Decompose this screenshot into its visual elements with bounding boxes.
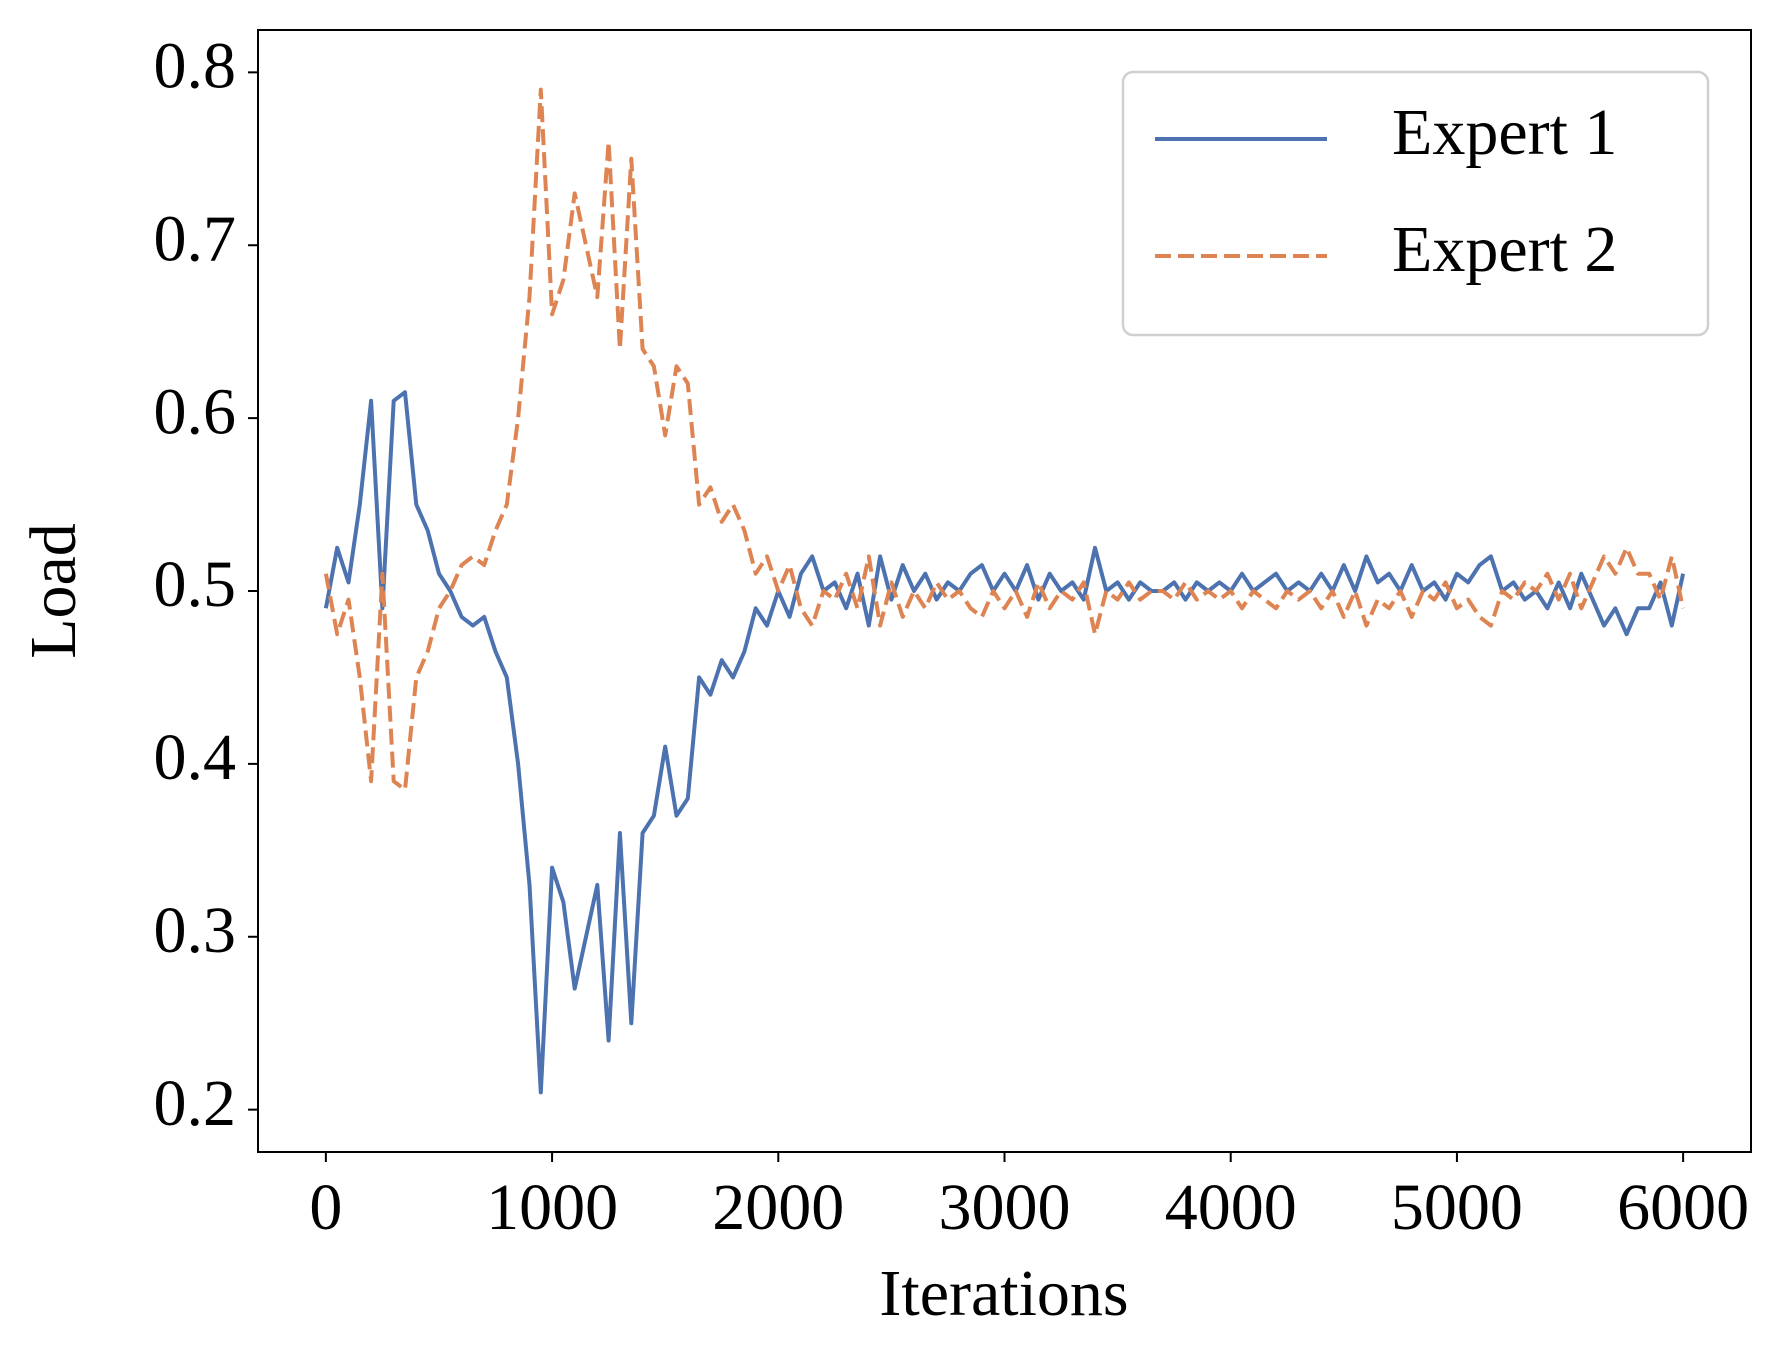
x-tick-label: 3000 [939, 1171, 1071, 1244]
y-tick-label: 0.2 [154, 1067, 237, 1140]
x-tick-label: 1000 [486, 1171, 618, 1244]
legend-label: Expert 2 [1392, 213, 1617, 286]
y-tick-label: 0.7 [154, 202, 237, 275]
x-tick-label: 6000 [1617, 1171, 1749, 1244]
y-tick-label: 0.8 [154, 29, 237, 102]
y-tick-label: 0.5 [154, 548, 237, 621]
plot-frame [257, 29, 1752, 1153]
x-tick-label: 4000 [1165, 1171, 1297, 1244]
series-line [323, 87, 1686, 792]
x-tick-label: 5000 [1391, 1171, 1523, 1244]
y-tick-label: 0.6 [154, 375, 237, 448]
legend-label: Expert 1 [1392, 96, 1617, 169]
y-tick-label: 0.3 [154, 894, 237, 967]
x-tick-label: 2000 [712, 1171, 844, 1244]
x-axis-label: Iterations [879, 1257, 1128, 1330]
y-tick-label: 0.4 [154, 721, 237, 794]
y-axis-label: Load [17, 523, 90, 659]
series-line [323, 390, 1686, 1095]
x-tick-label: 0 [309, 1171, 342, 1244]
